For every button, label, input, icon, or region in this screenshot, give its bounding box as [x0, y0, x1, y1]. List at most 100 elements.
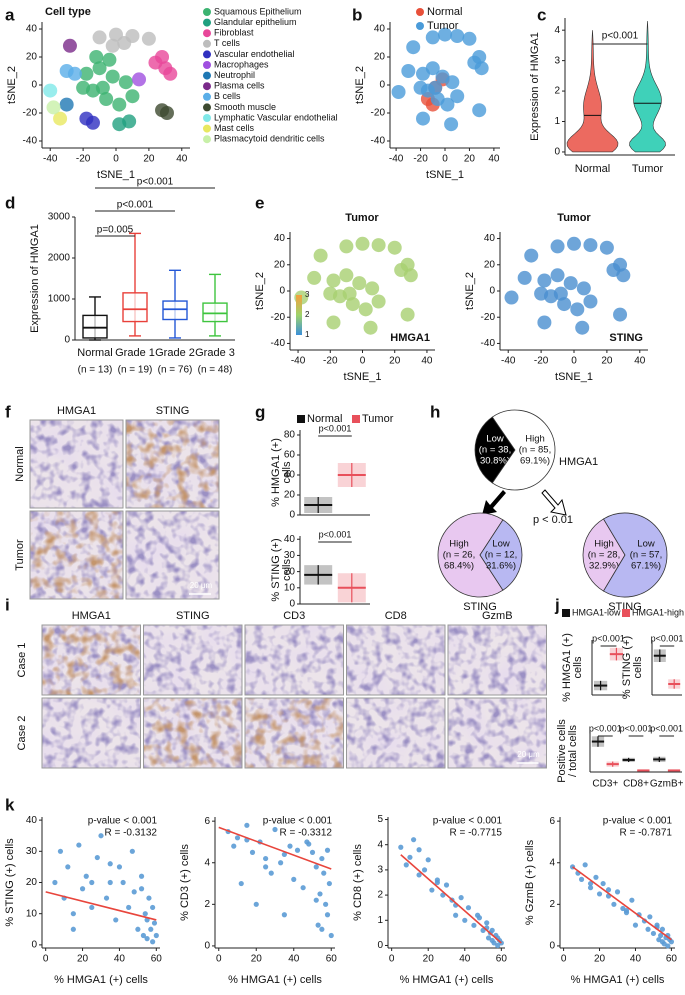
- point: [103, 895, 110, 901]
- image-frame: [143, 697, 243, 769]
- point: [425, 61, 440, 76]
- y-tick-label: 0: [549, 941, 555, 952]
- y-tick-label: 40: [26, 24, 38, 35]
- x-tick-label: 40: [630, 954, 642, 965]
- point: [339, 268, 354, 283]
- point: [587, 885, 594, 891]
- image-frame: [346, 624, 446, 696]
- slice-label: 69.1%): [520, 456, 550, 467]
- y-axis-label: % HMGA1 (+): [270, 438, 282, 507]
- y-tick-label: -40: [271, 338, 286, 349]
- x-tick-label: 0: [561, 954, 567, 965]
- image-nuclei: [42, 698, 141, 768]
- point: [120, 879, 126, 886]
- image-frame: [29, 510, 124, 600]
- point: [632, 922, 639, 928]
- legend-marker: [622, 609, 630, 617]
- x-tick-label: 60: [666, 954, 678, 965]
- x-tick-label: 60: [326, 954, 338, 965]
- fit-line: [400, 854, 502, 944]
- y-axis-label: tSNE_2: [464, 272, 476, 310]
- point: [89, 879, 95, 886]
- point: [587, 880, 594, 887]
- n-label: (n = 76): [158, 365, 193, 376]
- image-frame: [244, 624, 344, 696]
- x-tick-label: 0: [43, 954, 49, 965]
- y-tick-label: 40: [484, 233, 496, 244]
- legend-marker: [203, 92, 211, 101]
- point: [504, 290, 519, 305]
- y-tick-label: 0: [31, 80, 37, 91]
- violin: [566, 30, 619, 153]
- legend-label: Normal: [427, 6, 462, 18]
- x-axis-label: tSNE_1: [97, 169, 135, 181]
- slice-label: (n = 57,: [630, 550, 662, 561]
- point: [537, 315, 552, 330]
- point: [668, 939, 675, 945]
- panel-letter: d: [5, 193, 15, 212]
- point: [126, 904, 132, 911]
- legend-marker: [203, 135, 211, 144]
- y-tick-label: 2: [554, 86, 560, 97]
- point: [659, 926, 666, 932]
- point: [650, 930, 657, 937]
- slice-label: High: [449, 539, 469, 550]
- point: [112, 97, 127, 112]
- legend-marker: [203, 103, 211, 112]
- legend-marker: [203, 29, 211, 38]
- point: [155, 50, 170, 64]
- pie-title: STING: [463, 601, 497, 613]
- point: [629, 897, 635, 903]
- slice: [602, 512, 668, 598]
- x-tick-label: 0: [389, 954, 395, 965]
- y-tick-label: 20: [26, 877, 38, 888]
- point: [645, 926, 651, 932]
- x-tick-label: 40: [634, 356, 646, 367]
- point: [98, 833, 104, 839]
- slice-label: (n = 12,: [485, 550, 517, 561]
- n-label: (n = 13): [78, 365, 113, 376]
- point: [159, 106, 174, 120]
- point: [443, 882, 450, 888]
- x-tick-label: 20: [251, 954, 263, 965]
- annotation: p<0.001: [589, 723, 622, 733]
- legend-label: Glandular epithelium: [214, 17, 297, 27]
- slice-label: 68.4%): [444, 561, 474, 572]
- y-axis-label: tSNE_2: [254, 272, 266, 310]
- point: [294, 847, 301, 853]
- y-tick-label: -20: [271, 312, 286, 323]
- point: [144, 936, 150, 942]
- annotation: p<0.001: [137, 177, 174, 188]
- slice-label: 30.8%): [480, 456, 510, 467]
- x-tick-label: 0: [360, 356, 366, 367]
- point: [92, 30, 107, 45]
- y-tick-label: 3: [554, 55, 560, 66]
- panel-letter: f: [5, 402, 11, 421]
- slice: [491, 409, 556, 491]
- point: [138, 886, 145, 892]
- chart-title: Cell type: [45, 6, 91, 18]
- x-tick-label: CD3+: [592, 779, 618, 790]
- point: [67, 66, 82, 81]
- point: [89, 904, 95, 911]
- point: [582, 862, 588, 868]
- y-tick-label: 80: [284, 430, 296, 441]
- y-axis-label: % STING (+): [621, 636, 633, 699]
- x-axis-label: tSNE_1: [555, 371, 593, 383]
- image-frame: [143, 624, 243, 696]
- point: [613, 257, 628, 272]
- x-axis-label: % HMGA1 (+) cells: [571, 974, 665, 986]
- row-label: Tumor: [14, 539, 26, 571]
- image-nuclei: [245, 625, 344, 695]
- point: [365, 281, 380, 296]
- y-tick-label: 60: [284, 450, 296, 461]
- slice-label: 67.1%): [631, 561, 661, 572]
- y-tick-label: 0: [204, 941, 210, 952]
- point: [65, 864, 71, 870]
- point: [287, 843, 293, 849]
- y-tick-label: 3000: [48, 212, 71, 223]
- image-nuclei: [448, 625, 547, 695]
- legend-marker: [297, 415, 305, 423]
- image-stain: [30, 511, 123, 599]
- scale-label: 20 μm: [517, 750, 540, 759]
